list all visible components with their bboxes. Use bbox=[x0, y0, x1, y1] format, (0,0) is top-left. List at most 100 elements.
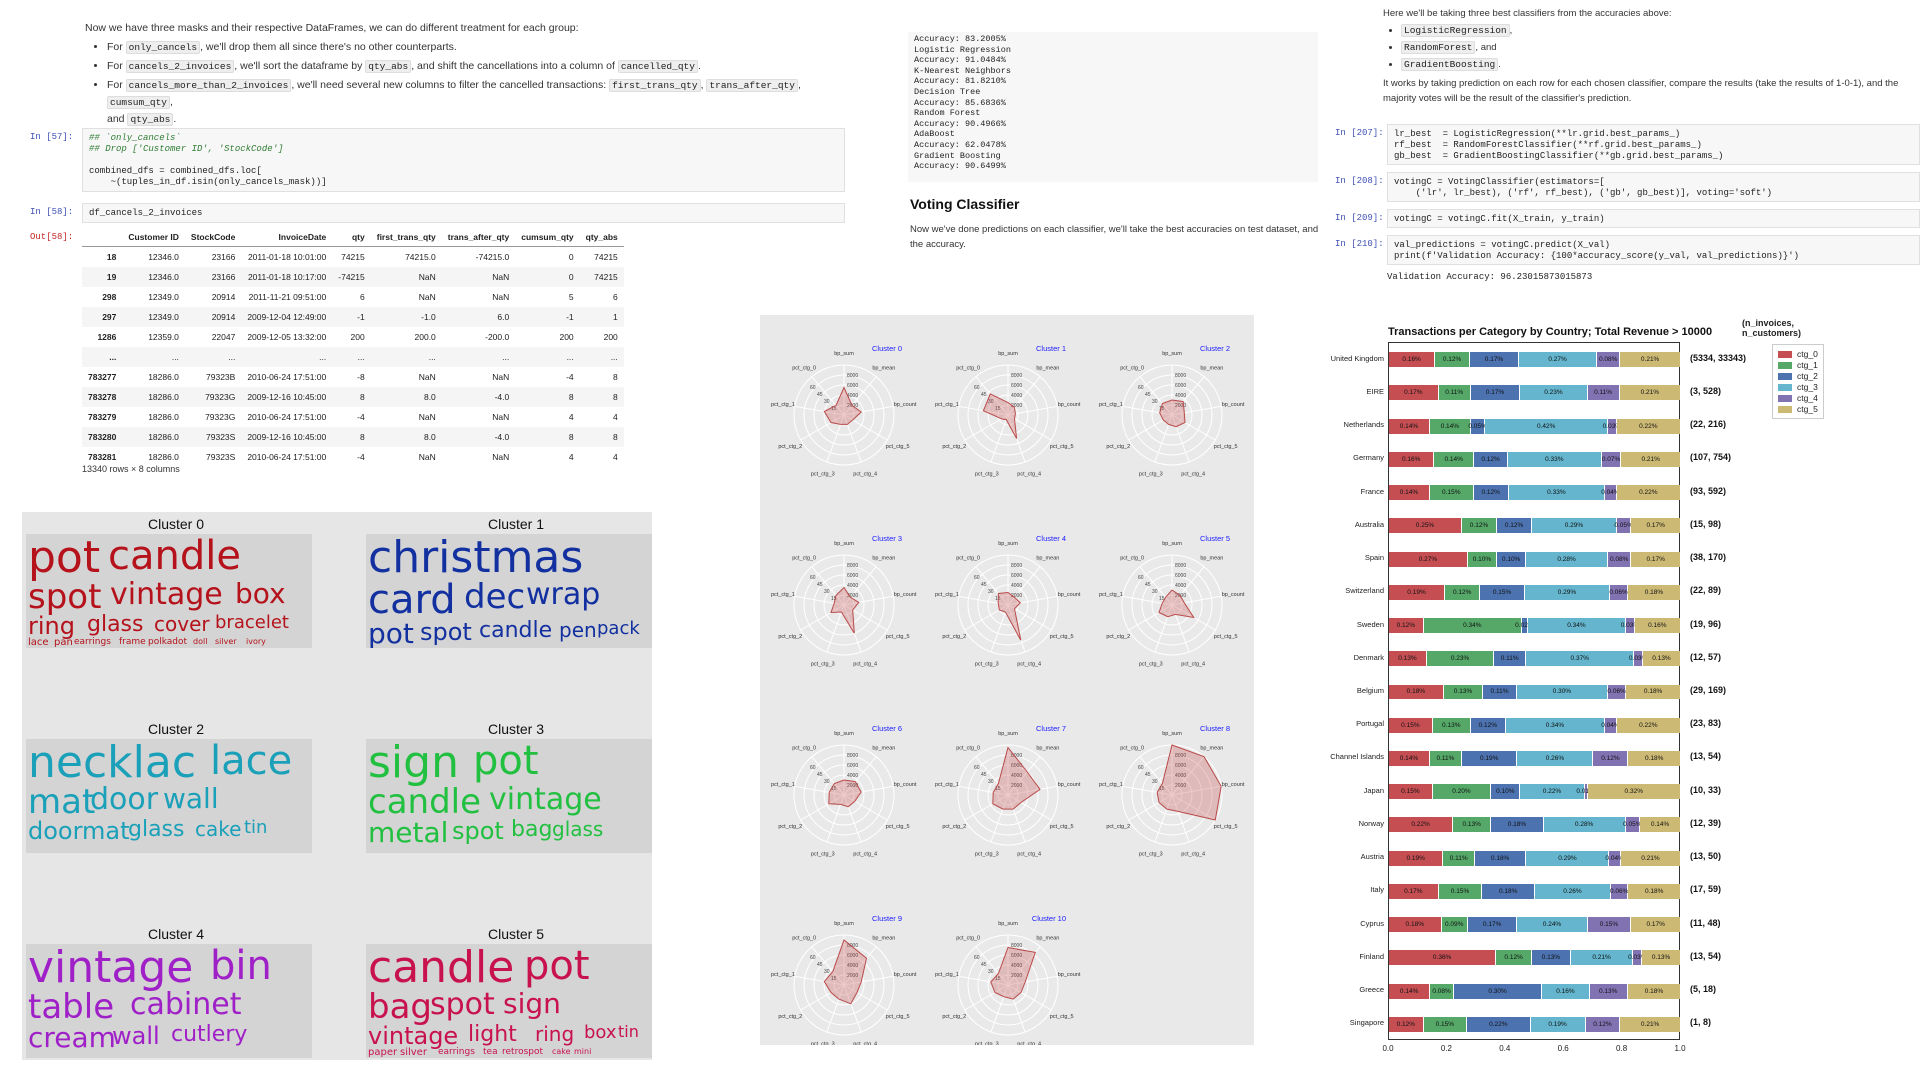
wordcloud-word: earrings bbox=[74, 637, 111, 647]
wordcloud-word: lace bbox=[210, 739, 293, 784]
radar-polygon bbox=[1156, 744, 1222, 821]
ring-label: 45 bbox=[817, 962, 823, 968]
bar-segment: 0.30% bbox=[1516, 684, 1608, 700]
bar-segment: 0.28% bbox=[1526, 551, 1608, 567]
wordcloud-word: box bbox=[235, 577, 286, 610]
wordcloud-word: glass bbox=[87, 612, 144, 637]
wordcloud-title: Cluster 2 bbox=[147, 721, 205, 737]
code-cell-57[interactable]: In [57]: ## `only_cancels` ## Drop ['Cus… bbox=[30, 128, 845, 192]
bar-segment: 0.23% bbox=[1426, 651, 1495, 667]
radar-title: Cluster 2 bbox=[1200, 344, 1230, 353]
pair-label: (12, 57) bbox=[1690, 651, 1722, 662]
bar-segment: 0.18% bbox=[1389, 684, 1444, 700]
ring-label: 30 bbox=[988, 779, 994, 785]
bar-segment: 0.22% bbox=[1520, 784, 1585, 800]
table-cell: NaN bbox=[418, 372, 436, 382]
bar-segment: 0.27% bbox=[1519, 352, 1598, 368]
wordcloud-word: bag bbox=[511, 817, 553, 842]
axis-label: pct_ctg_4 bbox=[1017, 661, 1041, 667]
bar-segment: 0.21% bbox=[1570, 950, 1634, 966]
code-editor[interactable]: lr_best = LogisticRegression(**lr.grid.b… bbox=[1387, 124, 1920, 165]
output-line: Random Forest bbox=[914, 108, 981, 119]
bar-segment: 0.14% bbox=[1389, 750, 1430, 766]
axis-label: bp_mean bbox=[1200, 556, 1223, 562]
axis-label: pct_ctg_5 bbox=[886, 824, 910, 830]
country-label: Belgium bbox=[1356, 686, 1384, 695]
radar-chart: bp_sum bp_mean bp_count pct_ctg_5 pct_ctg_4 p… bbox=[935, 344, 1081, 477]
radar-title: Cluster 5 bbox=[1200, 534, 1230, 543]
axis-label: bp_sum bbox=[998, 731, 1018, 737]
notebook-left-markdown: Now we have three masks and their respec… bbox=[85, 20, 845, 134]
code-cell[interactable]: In [207]: lr_best = LogisticRegression(*… bbox=[1335, 124, 1920, 165]
bar-segment: 0.14% bbox=[1429, 418, 1471, 434]
pair-label: (19, 96) bbox=[1690, 618, 1722, 629]
axis-label: bp_count bbox=[894, 592, 917, 598]
bar-row: 0.19% 0.12% 0.15% 0.29% 0.06% 0.18% bbox=[1389, 584, 1681, 600]
wordcloud-word: vintage bbox=[28, 944, 194, 993]
wordcloud-word: cabinet bbox=[130, 987, 242, 1022]
ring-label: 8000 bbox=[1011, 563, 1022, 569]
table-cell: 12349.0 bbox=[122, 307, 185, 327]
ring-label: 15 bbox=[995, 786, 1001, 792]
axis-label: pct_ctg_2 bbox=[1106, 444, 1130, 450]
axis-label: pct_ctg_3 bbox=[811, 661, 835, 667]
ring-label: 45 bbox=[817, 392, 823, 398]
table-cell: 18286.0 bbox=[148, 412, 179, 422]
bar-segment: 0.18% bbox=[1626, 684, 1681, 700]
bar-segment: 0.12% bbox=[1497, 518, 1533, 534]
table-cell: 2009-12-04 12:49:00 bbox=[241, 307, 333, 327]
bar-segment: 0.13% bbox=[1589, 983, 1628, 999]
axis-label: pct_ctg_5 bbox=[1214, 444, 1238, 450]
country-label: Norway bbox=[1358, 818, 1384, 828]
output-line: AdaBoost bbox=[914, 129, 955, 140]
cell-prompt: In [207]: bbox=[1335, 128, 1384, 138]
bar-segment: 0.04% bbox=[1601, 717, 1620, 733]
code-cell[interactable]: In [209]: votingC = votingC.fit(X_train,… bbox=[1335, 209, 1920, 228]
ring-label: 60 bbox=[974, 385, 980, 391]
code-cell-58[interactable]: In [58]: df_cancels_2_invoices bbox=[30, 203, 845, 223]
radar-polygon bbox=[997, 591, 1022, 641]
code-editor[interactable]: ## `only_cancels` ## Drop ['Customer ID'… bbox=[82, 128, 845, 192]
pair-label: (22, 89) bbox=[1690, 585, 1722, 596]
bar-segment: 0.36% bbox=[1389, 950, 1497, 966]
radar-chart: bp_sum bp_mean bp_count pct_ctg_5 pct_ctg_4 p… bbox=[771, 724, 917, 857]
country-label: Portugal bbox=[1356, 719, 1384, 729]
ring-label: 15 bbox=[995, 976, 1001, 982]
table-cell: ... bbox=[515, 347, 580, 367]
bar-segment: 0.25% bbox=[1389, 518, 1462, 534]
table-cell: 18286.0 bbox=[122, 387, 185, 407]
radar-polygon bbox=[823, 939, 868, 1005]
output-line: Decision Tree bbox=[914, 86, 981, 97]
code-cell[interactable]: In [210]: val_predictions = votingC.pred… bbox=[1335, 235, 1920, 265]
table-cell: 4 bbox=[613, 412, 618, 422]
table-cell: 2009-12-16 10:45:00 bbox=[241, 427, 333, 447]
pair-labels: (5334, 33343) (3, 528) (22, 216) (107, 754)… bbox=[1690, 342, 1770, 1040]
radar-chart: bp_sum bp_mean bp_count pct_ctg_5 pct_ctg_4 p… bbox=[771, 534, 917, 667]
country-label: EIRE bbox=[1366, 386, 1384, 396]
bar-segment: 0.18% bbox=[1627, 983, 1681, 999]
table-cell: 12346.0 bbox=[148, 252, 179, 262]
code-editor[interactable]: votingC = votingC.fit(X_train, y_train) bbox=[1387, 209, 1920, 228]
wordcloud-word: spot bbox=[28, 577, 102, 617]
bar-row: 0.13% 0.23% 0.11% 0.37% 0.03% 0.13% bbox=[1389, 651, 1681, 667]
legend-item: ctg_1 bbox=[1778, 360, 1818, 370]
bar-segment: 0.13% bbox=[1532, 950, 1571, 966]
code-cell[interactable]: In [208]: votingC = VotingClassifier(est… bbox=[1335, 172, 1920, 202]
code-editor[interactable]: votingC = VotingClassifier(estimators=[ … bbox=[1387, 172, 1920, 202]
axis-label: pct_ctg_0 bbox=[1120, 556, 1144, 562]
bar-segment: 0.13% bbox=[1432, 717, 1471, 733]
table-cell: 4 bbox=[613, 452, 618, 462]
table-cell: 783279 bbox=[88, 412, 117, 422]
ring-label: 60 bbox=[810, 575, 816, 581]
ring-label: 30 bbox=[988, 399, 994, 405]
radar-polygon bbox=[830, 586, 860, 634]
pair-label: (12, 39) bbox=[1690, 817, 1722, 828]
code-editor[interactable]: df_cancels_2_invoices bbox=[82, 203, 845, 223]
table-cell: -4 bbox=[357, 412, 365, 422]
column-header: qty_abs bbox=[579, 228, 624, 247]
ring-label: 4000 bbox=[1011, 393, 1022, 399]
bar-segment: 0.20% bbox=[1432, 784, 1492, 800]
table-cell: 6.0 bbox=[441, 307, 516, 327]
code-editor[interactable]: val_predictions = votingC.predict(X_val)… bbox=[1387, 235, 1920, 265]
country-labels: United Kingdom EIRE Netherlands Germany Fran… bbox=[1284, 342, 1384, 1040]
